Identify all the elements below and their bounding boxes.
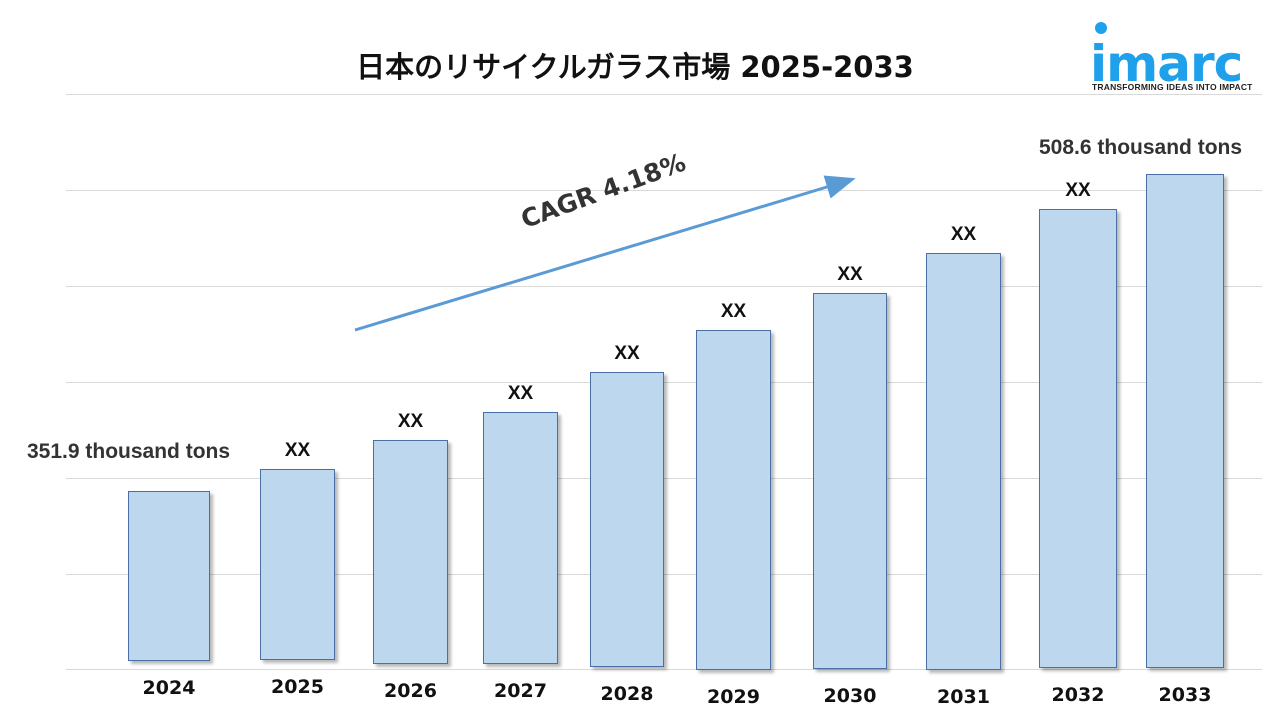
gridline	[66, 286, 1262, 287]
bar-2027	[483, 412, 558, 664]
bar-value-label: XX	[397, 411, 424, 432]
bar-2029	[696, 330, 771, 670]
bar-value-label: XX	[720, 301, 747, 322]
x-axis-label: 2030	[823, 685, 877, 707]
x-axis-label: 2029	[707, 686, 760, 708]
bar-value-label: XX	[837, 264, 863, 285]
gridline	[66, 190, 1262, 191]
logo-wordmark: imarc	[1090, 35, 1243, 93]
gridline	[66, 94, 1262, 95]
x-axis-label: 2032	[1051, 684, 1105, 706]
bar-2031	[926, 253, 1001, 670]
x-axis-label: 2026	[384, 680, 437, 702]
bar-2030	[813, 293, 887, 669]
bar-2028	[590, 372, 664, 667]
x-axis-label: 2027	[494, 680, 547, 702]
chart-title: 日本のリサイクルガラス市場 2025-2033	[356, 50, 914, 84]
x-axis-label: 2031	[937, 686, 990, 708]
start-value-label: 351.9 thousand tons	[27, 440, 231, 463]
imarc-logo: imarc TRANSFORMING IDEAS INTO IMPACT	[1090, 16, 1270, 96]
bar-value-label: XX	[614, 343, 640, 364]
bar-2025	[260, 469, 335, 660]
gridline	[66, 478, 1262, 479]
x-axis-label: 2025	[271, 676, 324, 698]
gridline	[66, 382, 1262, 383]
x-axis-label: 2033	[1158, 684, 1212, 706]
bar-value-label: XX	[507, 383, 534, 404]
bar-value-label: XX	[950, 224, 977, 245]
gridline	[66, 669, 1262, 670]
x-axis-label: 2028	[600, 683, 654, 705]
bar-2033	[1146, 174, 1224, 668]
bar-2026	[373, 440, 448, 664]
bar-value-label: XX	[1065, 180, 1091, 201]
bar-2032	[1039, 209, 1117, 668]
bar-2024	[128, 491, 210, 661]
end-value-label: 508.6 thousand tons	[1039, 136, 1243, 159]
logo-dot-icon	[1095, 22, 1107, 34]
gridline	[66, 574, 1262, 575]
bar-value-label: XX	[284, 440, 311, 461]
x-axis-label: 2024	[142, 677, 196, 699]
logo-tagline: TRANSFORMING IDEAS INTO IMPACT	[1092, 82, 1253, 92]
